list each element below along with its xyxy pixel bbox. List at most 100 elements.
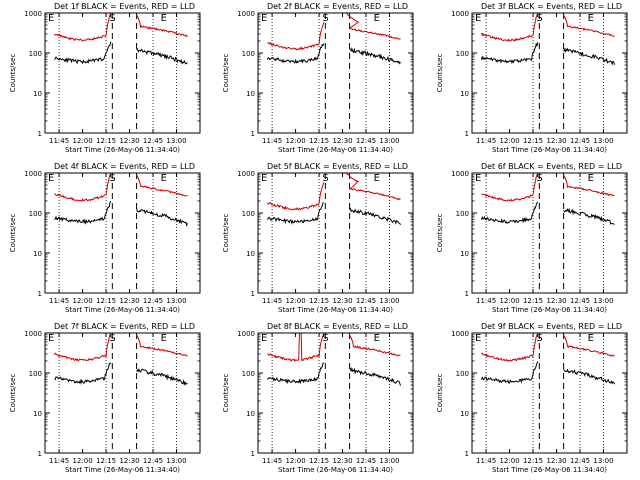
event-marker-label: S (109, 173, 115, 184)
x-tick-label: 11:45 (262, 457, 282, 465)
x-axis-label: Start Time (26-May-06 11:34:40) (65, 146, 180, 154)
y-tick-label: 10 (460, 410, 469, 418)
y-tick-label: 1 (465, 450, 469, 458)
lld-series-line (54, 173, 188, 202)
y-axis-label: Counts/sec (222, 54, 230, 93)
event-marker-label: E (588, 333, 594, 344)
y-tick-label: 100 (456, 50, 469, 58)
chart-title: Det 5f BLACK = Events, RED = LLD (267, 162, 408, 171)
lld-series-line (53, 333, 188, 362)
panel-det-2f: Det 2f BLACK = Events, RED = LLD 1 10 100 10… (222, 2, 414, 154)
event-marker-label: S (322, 173, 328, 184)
y-tick-label: 1000 (451, 170, 469, 178)
event-marker-label: E (475, 173, 481, 184)
y-tick-label: 1000 (451, 330, 469, 338)
y-tick-label: 10 (246, 90, 255, 98)
plot-frame (44, 12, 201, 134)
y-tick-label: 10 (460, 90, 469, 98)
x-tick-label: 12:30 (119, 137, 139, 145)
event-marker-label: E (261, 333, 267, 344)
x-tick-label: 12:15 (523, 137, 543, 145)
x-tick-label: 12:00 (499, 297, 519, 305)
y-axis-label: Counts/sec (9, 374, 17, 413)
lld-series-line (481, 333, 615, 362)
event-marker-label: E (374, 13, 380, 24)
x-tick-label: 12:45 (570, 137, 590, 145)
event-marker-label: S (109, 333, 115, 344)
event-marker-label: E (161, 333, 167, 344)
x-tick-label: 12:45 (356, 457, 376, 465)
events-series-line (480, 361, 615, 385)
y-axis-label: Counts/sec (9, 54, 17, 93)
y-tick-label: 10 (33, 90, 42, 98)
x-axis-label: Start Time (26-May-06 11:34:40) (278, 146, 393, 154)
x-tick-label: 12:00 (72, 137, 92, 145)
chart-title: Det 2f BLACK = Events, RED = LLD (267, 2, 408, 11)
x-axis-label: Start Time (26-May-06 11:34:40) (65, 306, 180, 314)
x-tick-label: 12:00 (285, 457, 305, 465)
plot-frame (471, 332, 628, 454)
events-series-line (54, 200, 188, 227)
y-tick-label: 10 (246, 250, 255, 258)
x-tick-label: 12:45 (143, 297, 163, 305)
x-tick-label: 11:45 (262, 297, 282, 305)
x-axis-label: Start Time (26-May-06 11:34:40) (278, 306, 393, 314)
y-tick-label: 1 (38, 130, 42, 138)
plot-frame (44, 172, 201, 294)
x-tick-label: 12:15 (309, 137, 329, 145)
events-series-line (266, 43, 401, 65)
y-tick-label: 100 (242, 210, 255, 218)
x-tick-label: 12:15 (309, 297, 329, 305)
panel-det-1f: Det 1f BLACK = Events, RED = LLD 1 10 100 10… (9, 2, 201, 154)
panel-det-8f: Det 8f BLACK = Events, RED = LLD 1 10 100 10… (222, 322, 414, 474)
x-tick-label: 12:30 (332, 297, 352, 305)
x-tick-label: 12:00 (499, 137, 519, 145)
y-tick-label: 100 (456, 210, 469, 218)
chart-title: Det 6f BLACK = Events, RED = LLD (481, 162, 622, 171)
event-marker-label: S (109, 13, 115, 24)
x-tick-label: 12:15 (523, 457, 543, 465)
event-marker-label: E (48, 333, 54, 344)
x-tick-label: 12:45 (143, 457, 163, 465)
events-series-line (54, 362, 188, 386)
chart-title: Det 7f BLACK = Events, RED = LLD (54, 322, 195, 331)
x-tick-label: 12:15 (96, 297, 116, 305)
y-axis-label: Counts/sec (222, 374, 230, 413)
y-tick-label: 100 (242, 50, 255, 58)
x-tick-label: 12:00 (499, 457, 519, 465)
x-tick-label: 12:00 (72, 297, 92, 305)
y-tick-label: 1 (38, 290, 42, 298)
x-axis-label: Start Time (26-May-06 11:34:40) (492, 466, 607, 474)
x-tick-label: 12:00 (285, 297, 305, 305)
y-tick-label: 1000 (24, 10, 42, 18)
x-tick-label: 12:30 (546, 457, 566, 465)
events-series-line (480, 201, 615, 225)
x-tick-label: 11:45 (476, 137, 496, 145)
lld-series-line (267, 13, 401, 51)
event-marker-label: S (536, 333, 542, 344)
x-tick-label: 12:45 (356, 137, 376, 145)
y-tick-label: 1 (38, 450, 42, 458)
y-axis-label: Counts/sec (9, 214, 17, 253)
x-tick-label: 13:00 (379, 137, 399, 145)
x-axis-label: Start Time (26-May-06 11:34:40) (65, 466, 180, 474)
y-tick-label: 100 (456, 370, 469, 378)
y-tick-label: 1000 (237, 10, 255, 18)
x-tick-label: 12:15 (96, 137, 116, 145)
y-tick-label: 1 (251, 450, 255, 458)
y-axis-label: Counts/sec (436, 54, 444, 93)
x-tick-label: 13:00 (593, 297, 613, 305)
x-tick-label: 11:45 (262, 137, 282, 145)
y-tick-label: 100 (29, 370, 42, 378)
x-tick-label: 12:15 (309, 457, 329, 465)
x-tick-label: 12:30 (119, 297, 139, 305)
y-axis-label: Counts/sec (436, 214, 444, 253)
x-tick-label: 13:00 (166, 457, 186, 465)
plot-frame (44, 332, 201, 454)
y-tick-label: 100 (29, 210, 42, 218)
event-marker-label: S (536, 173, 542, 184)
y-tick-label: 1 (251, 290, 255, 298)
lld-series-line (266, 173, 401, 211)
panel-det-6f: Det 6f BLACK = Events, RED = LLD 1 10 100 10… (436, 162, 628, 314)
lld-series-line (53, 13, 188, 42)
